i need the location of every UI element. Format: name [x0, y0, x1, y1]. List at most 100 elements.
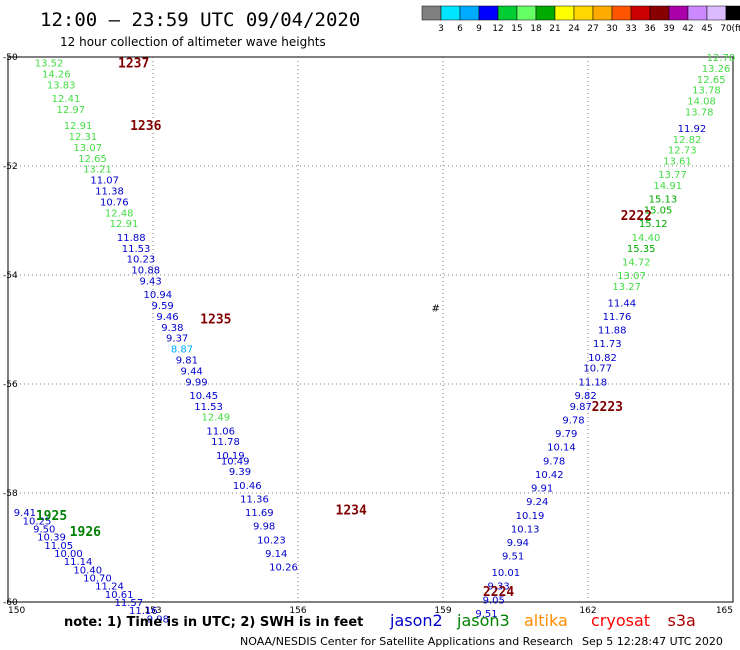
swh-value: 10.13 [511, 524, 540, 535]
plot-frame [7, 56, 734, 603]
swh-value: 9.98 [147, 614, 169, 625]
pass-label: 1236 [130, 119, 161, 134]
satellite-altika: altika [524, 611, 568, 630]
colorbar-label: 9 [476, 24, 482, 34]
pass-label: 2224 [483, 585, 514, 600]
swh-value: 11.88 [117, 233, 146, 244]
swh-value: 9.41 [14, 508, 36, 519]
swh-value: 12.82 [673, 135, 702, 146]
axis-ticks: 150 153 156 159 162 165 -50 -52 -54 -56 -58 -60 [3, 53, 733, 616]
swh-value: 10.14 [547, 443, 576, 454]
swh-value: 9.44 [181, 366, 203, 377]
swh-value: 10.76 [100, 197, 129, 208]
colorbar-label: 24 [568, 24, 580, 34]
colorbar-swatch [535, 5, 556, 21]
colorbar-swatch [421, 5, 442, 21]
pass-label: 1234 [336, 503, 367, 518]
satellite-jason2: jason2 [389, 611, 443, 630]
x-tick-label: 165 [716, 606, 733, 616]
swh-value: 11.88 [598, 326, 627, 337]
swh-value: 11.16 [129, 606, 158, 617]
swh-value: 13.61 [663, 157, 692, 168]
pass-label: 1237 [118, 56, 149, 71]
swh-value: 11.05 [44, 541, 73, 552]
swh-value: 9.38 [161, 323, 183, 334]
swh-value: 10.70 [83, 573, 112, 584]
swh-value: 11.06 [206, 426, 235, 437]
swh-value: 11.24 [95, 582, 124, 593]
pass-label: 2222 [621, 209, 652, 224]
pass-label: 1235 [200, 313, 231, 328]
swh-value: 11.78 [211, 437, 240, 448]
colorbar-label: 27 [587, 24, 598, 34]
swh-value: 11.57 [115, 598, 144, 609]
colorbar-swatch [630, 5, 651, 21]
satellite-legend: jason2 jason3 altika cryosat s3a [389, 611, 696, 630]
colorbar-label: 70 [720, 24, 732, 34]
swh-value: 10.61 [105, 590, 134, 601]
swh-value: 8.87 [171, 345, 193, 356]
colorbar-label: 36 [644, 24, 656, 34]
y-tick-label: -60 [3, 598, 18, 608]
note-text: note: 1) Time is in UTC; 2) SWH is in fe… [64, 615, 363, 630]
swh-value: 15.13 [649, 195, 678, 206]
swh-value: 11.38 [95, 187, 124, 198]
swh-value: 9.43 [139, 276, 161, 287]
colorbar-label: 33 [625, 24, 636, 34]
swh-value: 10.77 [583, 364, 612, 375]
y-tick-label: -52 [3, 162, 18, 172]
swh-value: 14.72 [622, 257, 651, 268]
colorbar-swatch [687, 5, 708, 21]
swh-value: 11.53 [194, 402, 223, 413]
swh-value: 10.45 [189, 391, 218, 402]
y-tick-label: -50 [3, 53, 18, 63]
swh-value: 9.99 [185, 377, 207, 388]
swh-value: 13.07 [617, 271, 646, 282]
satellite-jason3: jason3 [456, 611, 510, 630]
swh-value: 10.23 [127, 255, 156, 266]
colorbar-label: 18 [530, 24, 542, 34]
colorbar-swatch [573, 5, 594, 21]
swh-value: 9.33 [487, 582, 509, 593]
swh-value: 15.05 [644, 206, 673, 217]
swh-value: 9.37 [166, 334, 188, 345]
grid-lines [8, 57, 733, 602]
colorbar-unit: (ft) [731, 24, 740, 34]
swh-value: 9.39 [229, 467, 251, 478]
swh-value: 12.41 [52, 94, 81, 105]
pass-label: 2223 [592, 400, 623, 415]
swh-value: 13.77 [658, 170, 687, 181]
colorbar-swatch [725, 5, 740, 21]
swh-value: 14.26 [42, 69, 71, 80]
chart-title: 12:00 – 23:59 UTC 09/04/2020 [40, 9, 360, 31]
swh-value: 11.36 [240, 494, 269, 505]
swh-value: 12.73 [668, 146, 697, 157]
swh-value: 10.23 [257, 535, 286, 546]
swh-value: 9.51 [502, 552, 524, 563]
colorbar-swatch [440, 5, 461, 21]
colorbar-swatch [592, 5, 613, 21]
swh-value: 15.35 [627, 244, 656, 255]
swh-value: 10.19 [216, 451, 245, 462]
swh-value: 9.51 [475, 609, 497, 620]
footer-center: NOAA/NESDIS Center for Satellite Applica… [240, 635, 573, 648]
swh-value: 9.78 [562, 415, 584, 426]
x-tick-label: 153 [144, 606, 161, 616]
swh-value: 14.08 [687, 97, 716, 108]
satellite-s3a: s3a [668, 611, 696, 630]
swh-value: 11.07 [90, 176, 119, 187]
swh-value: 12.65 [697, 75, 726, 86]
x-tick-label: 159 [434, 606, 451, 616]
colorbar-swatch [649, 5, 670, 21]
swh-value: 13.52 [35, 58, 64, 69]
x-tick-label: 150 [8, 606, 25, 616]
swh-value: 11.92 [678, 124, 707, 135]
swh-value: 10.19 [516, 511, 545, 522]
colorbar-label: 12 [492, 24, 503, 34]
swh-value: 12.70 [707, 53, 736, 64]
y-tick-label: -56 [3, 380, 18, 390]
swh-value: 9.78 [543, 456, 565, 467]
swh-value: 9.98 [253, 522, 275, 533]
footer-timestamp: Sep 5 12:28:47 UTC 2020 [582, 635, 723, 648]
